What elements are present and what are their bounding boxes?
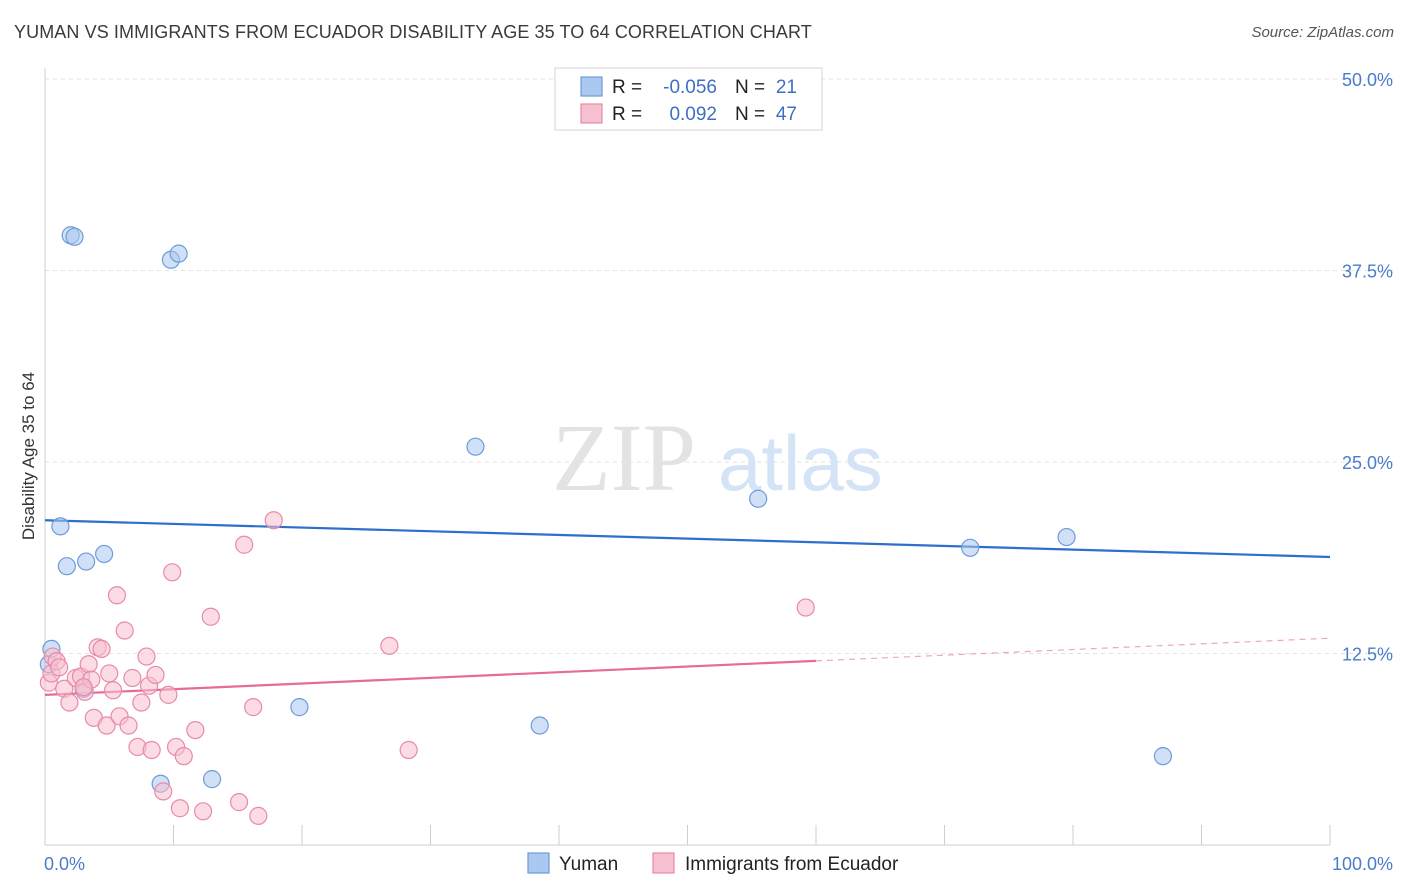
legend-r-value-yuman: -0.056 [663,77,717,98]
data-point-yuman [95,544,114,564]
data-point-ecuador [132,693,151,712]
data-point-yuman [77,552,96,571]
data-point-ecuador [100,664,119,683]
data-point-ecuador [193,802,213,821]
data-point-ecuador [244,698,263,717]
data-point-yuman [1057,527,1076,547]
stats-legend: R = -0.056 N = 21 R = 0.092 N = 47 [554,67,823,131]
data-point-yuman [65,227,84,246]
data-point-yuman [961,538,980,557]
data-point-ecuador [170,799,190,818]
y-tick-labels: 12.5% 25.0% 37.5% 50.0% [1342,70,1393,665]
legend-r-label-ecuador: R = [612,104,642,125]
data-point-ecuador [186,720,205,740]
y-tick-label: 25.0% [1342,453,1393,473]
trend-line-ecuador-extrapolated [815,637,1331,662]
data-point-yuman [51,517,70,536]
watermark-zip: ZIP [552,404,696,511]
data-point-ecuador [796,598,815,617]
x-ticks [44,825,1331,845]
legend-n-value-ecuador: 47 [776,104,797,125]
data-points [39,88,1173,825]
series-legend: Yuman Immigrants from Ecuador [527,852,899,875]
chart-title: YUMAN VS IMMIGRANTS FROM ECUADOR DISABIL… [14,22,812,42]
x-tick-label-max: 100.0% [1332,854,1393,874]
chart-source: Source: ZipAtlas.com [1251,24,1394,41]
data-point-ecuador [115,621,134,640]
data-point-ecuador [104,681,123,700]
data-point-ecuador [97,716,116,735]
gridlines [45,78,1393,654]
legend-n-label-ecuador: N = [735,104,765,125]
series-legend-label-ecuador: Immigrants from Ecuador [685,854,899,875]
y-tick-label: 37.5% [1342,262,1393,282]
data-point-ecuador [399,740,418,760]
data-point-ecuador [60,693,79,712]
legend-r-value-ecuador: 0.092 [669,104,717,125]
data-point-ecuador [235,535,254,554]
data-point-ecuador [380,636,399,655]
data-point-ecuador [229,793,249,812]
data-point-yuman [290,698,309,717]
data-point-yuman [57,557,76,576]
data-point-ecuador [201,607,220,626]
data-point-ecuador [119,716,138,735]
watermark: ZIP atlas [552,404,883,511]
data-point-yuman [202,770,222,789]
data-point-ecuador [92,639,111,659]
data-point-ecuador [50,658,69,677]
data-point-ecuador [146,665,165,685]
data-point-yuman [749,489,768,508]
data-point-ecuador [123,668,142,688]
legend-n-value-yuman: 21 [776,77,797,98]
trend-line-yuman [44,519,1331,559]
data-point-ecuador [79,655,98,674]
data-point-ecuador [159,685,178,704]
legend-r-label-yuman: R = [612,77,642,98]
y-axis-label: Disability Age 35 to 64 [19,372,38,540]
series-legend-swatch-yuman [527,852,550,874]
data-point-ecuador [107,586,127,605]
data-point-ecuador [249,806,268,825]
y-tick-label: 12.5% [1342,645,1393,665]
data-point-yuman [1153,747,1173,766]
legend-swatch-yuman [580,76,603,97]
data-point-ecuador [154,782,173,801]
data-point-ecuador [142,740,161,760]
x-tick-label-min: 0.0% [44,854,85,874]
watermark-atlas: atlas [718,419,883,507]
series-legend-label-yuman: Yuman [559,854,618,875]
data-point-ecuador [264,511,283,530]
data-point-ecuador [163,563,182,582]
series-legend-swatch-ecuador [652,852,675,874]
data-point-yuman [466,437,485,456]
data-point-ecuador [137,647,156,666]
legend-swatch-ecuador [580,103,603,124]
data-point-yuman [530,716,549,735]
data-point-ecuador [174,747,193,766]
legend-n-label-yuman: N = [735,77,765,98]
data-point-yuman [169,244,188,263]
y-tick-label: 50.0% [1342,70,1393,90]
data-point-ecuador [74,678,93,697]
